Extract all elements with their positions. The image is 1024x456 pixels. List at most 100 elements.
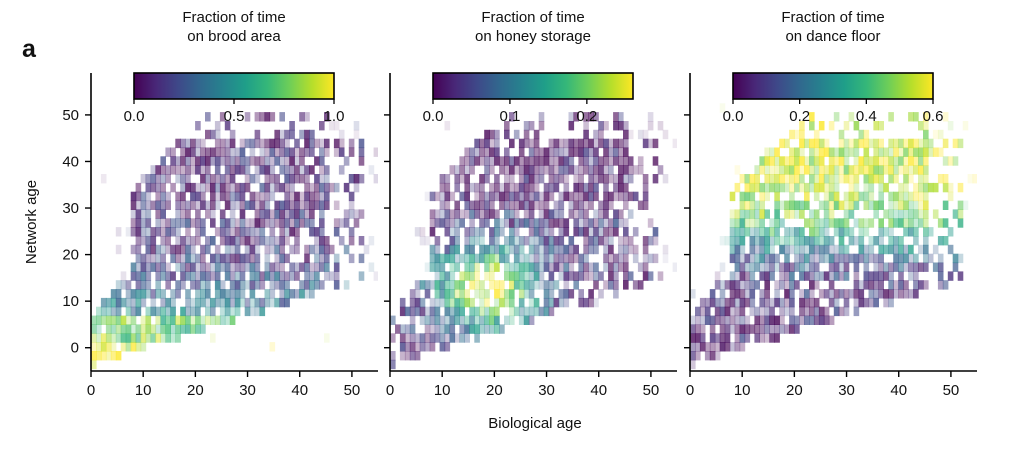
heatmap-cell	[459, 174, 465, 184]
heatmap-cell	[214, 121, 221, 131]
heatmap-cell	[533, 138, 540, 149]
heatmap-cell	[155, 165, 161, 175]
heatmap-cell	[923, 121, 929, 131]
heatmap-cell	[932, 262, 939, 272]
heatmap-cell	[699, 324, 706, 334]
heatmap-cell	[175, 165, 181, 175]
heatmap-cell	[714, 342, 721, 352]
heatmap-cell	[309, 138, 315, 149]
heatmap-cell	[140, 218, 147, 228]
heatmap-cell	[779, 236, 785, 246]
heatmap-cell	[279, 182, 285, 193]
heatmap-cell	[942, 280, 949, 290]
heatmap-cell	[528, 121, 535, 131]
heatmap-cell	[165, 262, 171, 272]
heatmap-cell	[898, 289, 904, 299]
heatmap-cell	[848, 191, 855, 202]
heatmap-cell	[553, 182, 560, 193]
heatmap-cell	[165, 333, 171, 343]
heatmap-cell	[439, 200, 446, 210]
heatmap-cell	[927, 253, 934, 264]
heatmap-cell	[533, 262, 540, 272]
heatmap-cell	[130, 324, 137, 334]
heatmap-cell	[843, 253, 850, 264]
heatmap-cell	[259, 182, 266, 193]
heatmap-cell	[833, 253, 840, 264]
heatmap-cell	[494, 297, 500, 308]
heatmap-cell	[259, 236, 266, 246]
heatmap-cell	[399, 306, 406, 317]
heatmap-cell	[105, 315, 112, 325]
heatmap-cell	[224, 271, 231, 281]
heatmap-cell	[160, 262, 166, 272]
heatmap-cell	[833, 147, 840, 157]
heatmap-cell	[613, 112, 619, 122]
heatmap-cell	[155, 218, 161, 228]
heatmap-cell	[598, 200, 604, 210]
heatmap-cell	[784, 165, 790, 175]
heatmap-cell	[749, 182, 756, 193]
heatmap-cell	[509, 280, 515, 290]
heatmap-cell	[888, 244, 894, 255]
heatmap-cell	[729, 297, 736, 308]
heatmap-cell	[343, 218, 350, 228]
heatmap-cell	[908, 191, 914, 202]
heatmap-cell	[454, 209, 460, 219]
heatmap-cell	[833, 244, 840, 255]
heatmap-cell	[898, 182, 904, 193]
heatmap-cell	[200, 244, 206, 255]
heatmap-cell	[424, 333, 431, 343]
heatmap-cell	[479, 289, 485, 299]
heatmap-cell	[504, 289, 510, 299]
heatmap-cell	[927, 182, 934, 193]
heatmap-cell	[538, 200, 545, 210]
heatmap-cell	[244, 244, 251, 255]
heatmap-cell	[818, 200, 825, 210]
heatmap-cell	[494, 244, 500, 255]
heatmap-cell	[898, 138, 904, 149]
heatmap-cell	[913, 289, 919, 299]
heatmap-cell	[729, 218, 736, 228]
heatmap-cell	[504, 297, 510, 308]
heatmap-cell	[284, 280, 290, 290]
heatmap-cell	[543, 280, 550, 290]
heatmap-cell	[205, 315, 211, 325]
heatmap-cell	[858, 280, 865, 290]
heatmap-cell	[883, 244, 889, 255]
heatmap-cell	[170, 253, 176, 264]
heatmap-cell	[429, 227, 436, 237]
heatmap-cell	[195, 280, 201, 290]
heatmap-cell	[170, 244, 176, 255]
heatmap-cell	[210, 191, 216, 202]
heatmap-cell	[828, 253, 835, 264]
heatmap-cell	[479, 191, 485, 202]
heatmap-cell	[957, 218, 964, 228]
heatmap-cell	[289, 147, 295, 157]
heatmap-cell	[898, 218, 904, 228]
heatmap-cell	[598, 129, 604, 140]
heatmap-cell	[759, 191, 765, 202]
heatmap-cell	[195, 227, 201, 237]
heatmap-cell	[319, 200, 325, 210]
heatmap-cell	[690, 351, 696, 361]
heatmap-cell	[504, 271, 510, 281]
heatmap-cell	[818, 174, 825, 184]
heatmap-cell	[878, 244, 884, 255]
heatmap-cell	[883, 271, 889, 281]
heatmap-cell	[469, 315, 475, 325]
heatmap-cell	[734, 280, 741, 290]
heatmap-cell	[613, 253, 619, 264]
heatmap-cell	[429, 262, 436, 272]
heatmap-cell	[523, 182, 530, 193]
heatmap-cell	[264, 200, 271, 210]
heatmap-cell	[533, 156, 540, 166]
heatmap-cell	[754, 165, 760, 175]
x-tick-label: 30	[538, 382, 555, 399]
heatmap-cell	[214, 156, 221, 166]
heatmap-cell	[769, 156, 775, 166]
heatmap-cell	[593, 236, 599, 246]
heatmap-cell	[333, 200, 340, 210]
heatmap-cell	[518, 315, 525, 325]
heatmap-cell	[528, 236, 535, 246]
heatmap-cell	[140, 253, 147, 264]
